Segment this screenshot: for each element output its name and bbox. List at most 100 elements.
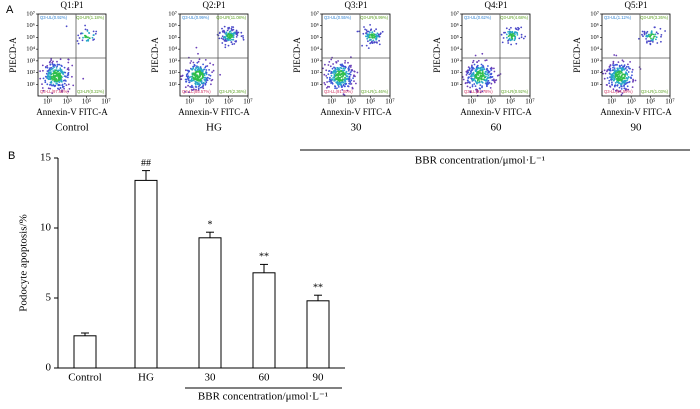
event-dot bbox=[44, 75, 47, 78]
event-dot bbox=[187, 79, 190, 81]
event-dot bbox=[61, 90, 63, 93]
y-tick-label: 10⁵ bbox=[450, 34, 459, 41]
event-dot bbox=[353, 80, 355, 82]
event-dot bbox=[611, 84, 613, 86]
event-dot bbox=[67, 76, 69, 79]
event-dot bbox=[230, 32, 233, 35]
event-dot bbox=[650, 32, 653, 34]
event-dot bbox=[340, 79, 342, 82]
x-tick-label: 10⁷ bbox=[385, 98, 395, 106]
event-dot bbox=[208, 74, 210, 76]
event-dot bbox=[467, 66, 470, 68]
x-tick-label: 10³ bbox=[63, 98, 72, 106]
event-dot bbox=[664, 30, 666, 32]
event-dot bbox=[616, 79, 619, 81]
event-dot bbox=[479, 77, 481, 80]
event-dot bbox=[482, 73, 484, 76]
event-dot bbox=[602, 72, 604, 75]
event-dot bbox=[615, 54, 618, 57]
event-dot bbox=[189, 85, 192, 88]
event-dot bbox=[480, 63, 483, 66]
event-dot bbox=[628, 81, 630, 84]
event-dot bbox=[76, 40, 79, 42]
event-dot bbox=[476, 79, 479, 82]
event-dot bbox=[197, 67, 200, 70]
event-dot bbox=[235, 40, 238, 42]
event-dot bbox=[373, 30, 376, 32]
quadrant-label: Q3-LR(2.36%) bbox=[219, 89, 247, 94]
event-dot bbox=[94, 32, 97, 35]
event-dot bbox=[493, 79, 495, 81]
event-dot bbox=[471, 85, 474, 88]
event-dot bbox=[196, 69, 199, 71]
event-dot bbox=[205, 69, 208, 71]
event-dot bbox=[81, 32, 84, 35]
y-tick-label: 10⁶ bbox=[310, 22, 319, 29]
event-dot bbox=[198, 58, 201, 61]
event-dot bbox=[466, 85, 469, 88]
event-dot bbox=[326, 76, 329, 79]
event-dot bbox=[52, 75, 55, 77]
event-dot bbox=[233, 32, 236, 35]
event-dot bbox=[341, 64, 344, 67]
quadrant-label: Q3-LL(97.68%) bbox=[40, 89, 69, 94]
event-dot bbox=[48, 68, 51, 71]
event-dot bbox=[191, 75, 194, 78]
event-dot bbox=[242, 37, 245, 39]
x-tick-label: 10³ bbox=[487, 98, 496, 106]
event-dot bbox=[349, 66, 352, 68]
y-tick-label: 10³ bbox=[27, 57, 36, 64]
event-dot bbox=[470, 75, 472, 77]
event-dot bbox=[330, 71, 333, 73]
event-dot bbox=[332, 77, 334, 79]
event-dot bbox=[468, 76, 470, 78]
event-dot bbox=[208, 77, 211, 80]
event-dot bbox=[475, 88, 477, 91]
event-dot bbox=[342, 84, 345, 87]
event-dot bbox=[224, 43, 227, 46]
event-dot bbox=[522, 37, 525, 40]
event-dot bbox=[515, 42, 518, 45]
event-dot bbox=[642, 35, 644, 38]
x-tick-label: 10⁵ bbox=[506, 98, 516, 106]
event-dot bbox=[620, 94, 623, 96]
event-dot bbox=[484, 73, 487, 76]
x-tick-label: 10⁷ bbox=[243, 98, 253, 106]
event-dot bbox=[338, 68, 341, 71]
event-dot bbox=[370, 41, 373, 44]
group-label: BBR concentration/μmol·L⁻¹ bbox=[415, 155, 545, 167]
event-dot bbox=[61, 70, 63, 73]
event-dot bbox=[647, 34, 650, 37]
event-dot bbox=[623, 64, 626, 67]
event-dot bbox=[500, 33, 503, 36]
y-tick-label: 10³ bbox=[169, 57, 178, 64]
x-tick-label: 10⁵ bbox=[366, 98, 376, 106]
event-dot bbox=[366, 33, 369, 36]
event-dot bbox=[623, 80, 626, 83]
event-dot bbox=[197, 60, 200, 63]
event-dot bbox=[342, 74, 345, 77]
event-dot bbox=[52, 70, 55, 72]
event-dot bbox=[322, 67, 324, 70]
event-dot bbox=[192, 61, 195, 64]
event-dot bbox=[51, 61, 54, 64]
event-dot bbox=[50, 71, 52, 73]
event-dot bbox=[344, 73, 346, 75]
event-dot bbox=[336, 87, 338, 90]
event-dot bbox=[224, 40, 227, 42]
y-tick-label: 0 bbox=[46, 362, 52, 374]
event-dot bbox=[202, 84, 205, 87]
event-dot bbox=[333, 79, 335, 82]
y-tick-label: 10⁷ bbox=[168, 10, 177, 17]
event-dot bbox=[650, 34, 652, 37]
x-axis-label: Annexin-V FITC-A bbox=[36, 107, 108, 117]
event-dot bbox=[228, 26, 231, 29]
event-dot bbox=[65, 25, 68, 28]
event-dot bbox=[328, 70, 330, 72]
event-dot bbox=[493, 67, 495, 70]
event-dot bbox=[609, 64, 612, 66]
event-dot bbox=[378, 39, 380, 42]
y-tick-label: 10⁵ bbox=[168, 34, 177, 41]
event-dot bbox=[325, 75, 328, 77]
event-dot bbox=[625, 82, 627, 85]
